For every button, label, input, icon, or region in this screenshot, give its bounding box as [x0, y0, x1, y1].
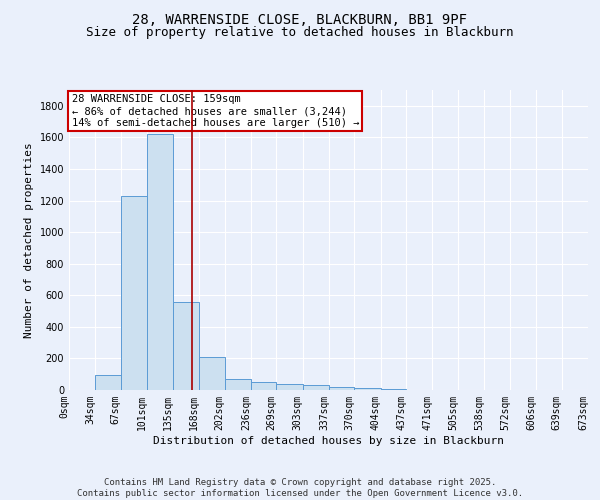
Bar [251, 382, 277, 390]
Bar [147, 134, 173, 390]
Bar [277, 384, 302, 390]
X-axis label: Distribution of detached houses by size in Blackburn: Distribution of detached houses by size … [153, 436, 504, 446]
Y-axis label: Number of detached properties: Number of detached properties [24, 142, 34, 338]
Bar [225, 379, 251, 390]
Bar [199, 357, 225, 390]
Bar [380, 389, 406, 390]
Text: 28 WARRENSIDE CLOSE: 159sqm
← 86% of detached houses are smaller (3,244)
14% of : 28 WARRENSIDE CLOSE: 159sqm ← 86% of det… [71, 94, 359, 128]
Bar [302, 386, 329, 390]
Text: Size of property relative to detached houses in Blackburn: Size of property relative to detached ho… [86, 26, 514, 39]
Bar [355, 388, 380, 390]
Bar [173, 302, 199, 390]
Text: 28, WARRENSIDE CLOSE, BLACKBURN, BB1 9PF: 28, WARRENSIDE CLOSE, BLACKBURN, BB1 9PF [133, 12, 467, 26]
Bar [329, 387, 355, 390]
Text: Contains HM Land Registry data © Crown copyright and database right 2025.
Contai: Contains HM Land Registry data © Crown c… [77, 478, 523, 498]
Bar [121, 196, 147, 390]
Bar [95, 375, 121, 390]
